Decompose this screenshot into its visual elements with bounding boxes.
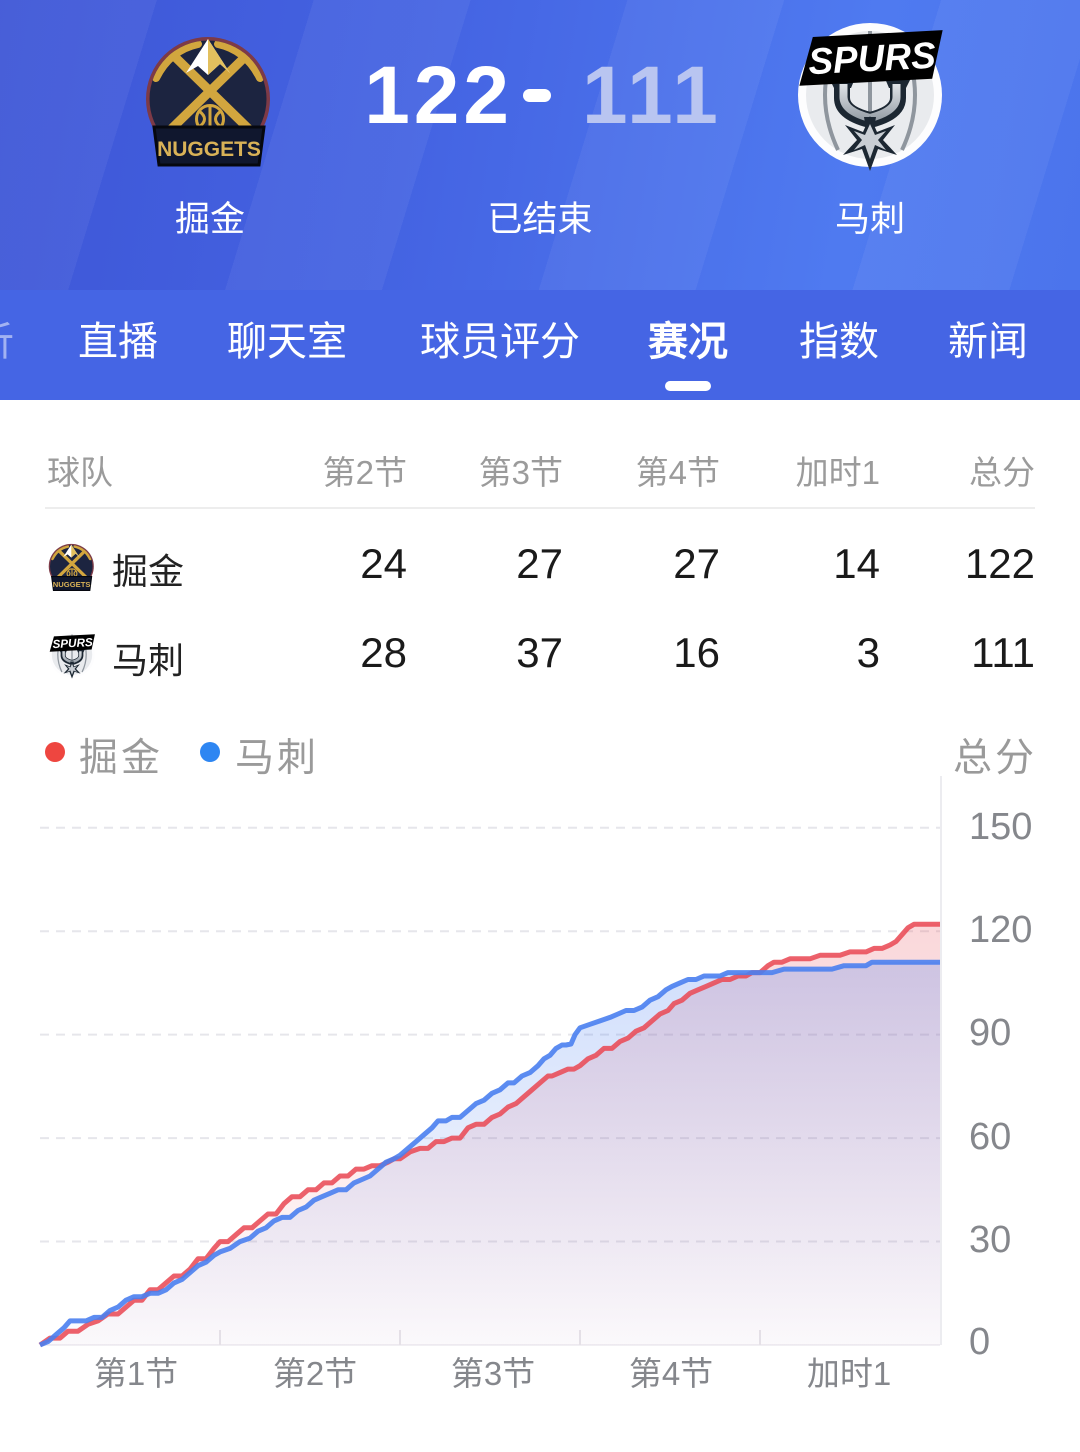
- svg-text:30: 30: [969, 1219, 1011, 1261]
- svg-text:90: 90: [969, 1012, 1011, 1054]
- svg-text:120: 120: [969, 909, 1032, 951]
- svg-text:第3节: 第3节: [451, 1355, 535, 1392]
- svg-text:0: 0: [969, 1321, 990, 1363]
- svg-text:加时1: 加时1: [807, 1355, 891, 1392]
- svg-text:150: 150: [969, 806, 1032, 848]
- svg-text:第2节: 第2节: [273, 1355, 357, 1392]
- svg-text:60: 60: [969, 1116, 1011, 1158]
- svg-text:第4节: 第4节: [629, 1355, 713, 1392]
- svg-text:第1节: 第1节: [94, 1355, 178, 1392]
